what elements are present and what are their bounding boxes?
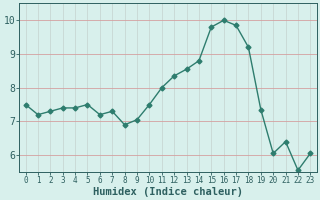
X-axis label: Humidex (Indice chaleur): Humidex (Indice chaleur) <box>93 186 243 197</box>
